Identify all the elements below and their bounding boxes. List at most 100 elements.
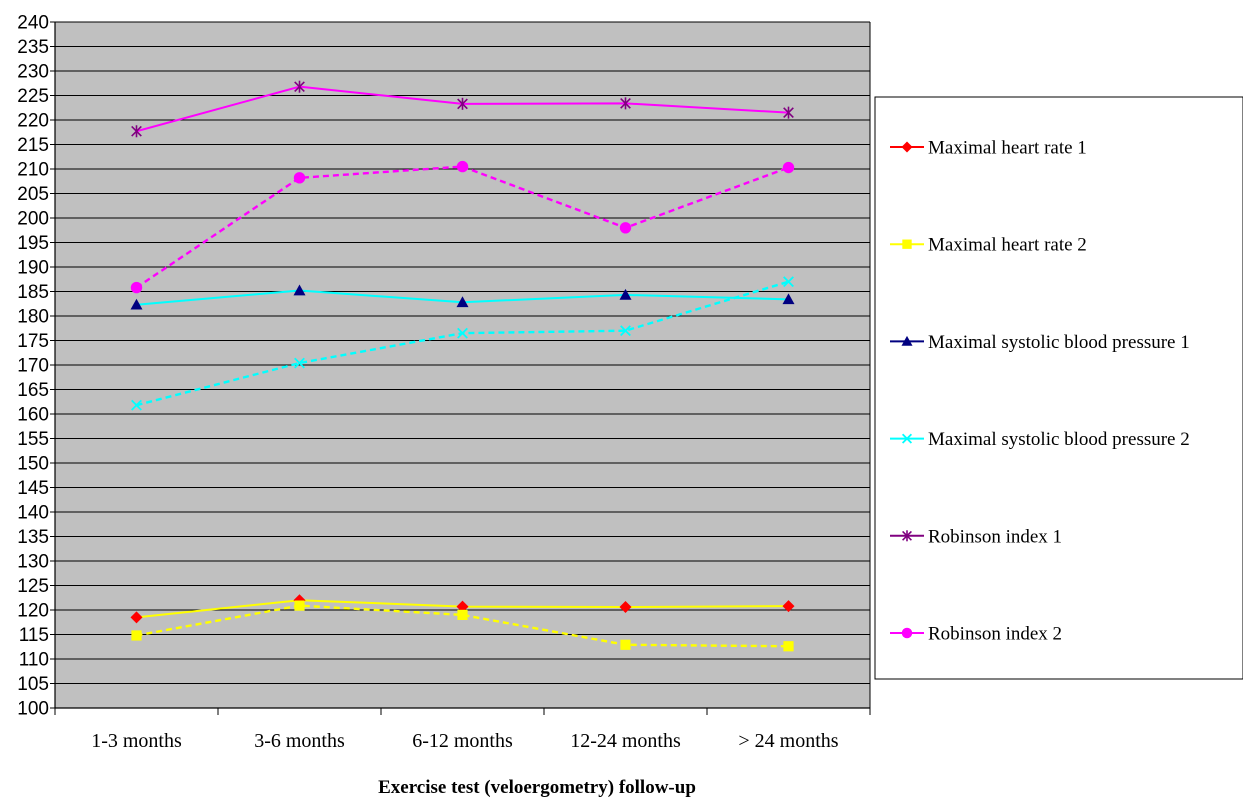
data-point-square xyxy=(620,639,631,650)
y-tick-label: 135 xyxy=(17,527,49,548)
data-point-circle xyxy=(456,160,469,173)
gridlines xyxy=(55,21,870,709)
legend: Maximal heart rate 1 Maximal heart rate 2… xyxy=(874,96,1243,680)
y-tick-label: 150 xyxy=(17,454,49,475)
y-tick-label: 175 xyxy=(17,331,49,352)
data-point-asterisk xyxy=(620,97,631,110)
data-point-x xyxy=(620,325,631,337)
series-6 xyxy=(130,160,795,294)
data-point-diamond xyxy=(456,600,469,613)
data-point-circle xyxy=(130,281,143,294)
y-tick-label: 110 xyxy=(19,650,49,671)
series-lines xyxy=(130,80,795,652)
marker-stroke xyxy=(901,433,913,444)
legend-item: Maximal systolic blood pressure 2 xyxy=(890,429,1190,450)
y-tick-label: 205 xyxy=(17,184,49,205)
y-tick-label: 190 xyxy=(17,258,49,279)
data-point-diamond xyxy=(782,600,795,613)
data-point-circle xyxy=(293,172,306,184)
legend-label: Robinson index 2 xyxy=(928,624,1062,645)
series-2 xyxy=(131,600,794,652)
data-point-x xyxy=(294,357,305,369)
data-point-x xyxy=(131,399,142,411)
y-tick-label: 140 xyxy=(17,503,49,524)
data-point-triangle xyxy=(619,288,632,300)
y-tick-label: 220 xyxy=(17,111,49,132)
y-tick-label: 210 xyxy=(17,160,49,181)
y-tick-label: 215 xyxy=(17,135,49,156)
y-tick-label: 120 xyxy=(17,601,49,622)
marker-stroke xyxy=(457,327,468,339)
data-point-diamond xyxy=(619,601,632,614)
series-4 xyxy=(131,276,794,411)
data-point-diamond xyxy=(901,141,913,153)
y-tick-label: 115 xyxy=(19,625,49,646)
data-point-triangle xyxy=(901,335,913,346)
data-point-circle xyxy=(619,222,632,234)
y-tick-label: 130 xyxy=(17,552,49,573)
series-1 xyxy=(130,594,795,624)
y-tick-label: 180 xyxy=(17,307,49,328)
legend-item: Maximal heart rate 1 xyxy=(890,138,1087,159)
marker-stroke xyxy=(783,276,794,288)
data-point-diamond xyxy=(130,611,143,624)
y-tick-label: 185 xyxy=(17,282,49,303)
data-point-square xyxy=(783,641,794,652)
y-tick-label: 165 xyxy=(17,380,49,401)
legend-box xyxy=(874,96,1243,680)
data-point-asterisk xyxy=(902,530,912,542)
x-tick-label: 3-6 months xyxy=(254,730,345,752)
x-tick-label: 6-12 months xyxy=(412,730,513,752)
y-tick-label: 235 xyxy=(17,37,49,58)
y-tick-label: 105 xyxy=(17,674,49,695)
data-point-asterisk xyxy=(783,106,794,119)
y-tick-label: 125 xyxy=(17,576,49,597)
data-point-circle xyxy=(901,627,913,639)
series-line xyxy=(135,165,789,289)
x-tick-label: 12-24 months xyxy=(570,730,681,752)
data-point-x xyxy=(783,276,794,288)
y-tick-label: 160 xyxy=(17,405,49,426)
y-tick-label: 170 xyxy=(17,356,49,377)
y-tick-label: 225 xyxy=(17,86,49,107)
data-point-circle xyxy=(782,161,795,174)
y-tick-label: 100 xyxy=(17,699,49,720)
x-tick-label: 1-3 months xyxy=(91,730,182,752)
series-5 xyxy=(131,80,794,138)
data-point-square xyxy=(457,609,468,620)
series-3 xyxy=(130,284,795,310)
data-point-triangle xyxy=(782,293,795,305)
data-point-square xyxy=(131,630,142,641)
marker-stroke xyxy=(620,325,631,337)
y-tick-label: 155 xyxy=(17,429,49,450)
legend-label: Robinson index 1 xyxy=(928,526,1062,547)
data-point-square xyxy=(902,239,912,249)
data-point-asterisk xyxy=(131,125,142,138)
legend-item: Robinson index 2 xyxy=(890,624,1062,645)
y-axis-ticks: 100 105 110 115 120 125 130 135 140 145 150 155 160 1… xyxy=(17,13,55,720)
data-point-x xyxy=(457,327,468,339)
marker-stroke xyxy=(294,357,305,369)
data-point-asterisk xyxy=(457,97,468,110)
y-tick-label: 230 xyxy=(17,62,49,83)
data-point-triangle xyxy=(293,284,306,296)
data-point-square xyxy=(294,600,305,611)
legend-label: Maximal heart rate 2 xyxy=(928,235,1087,256)
legend-label: Maximal systolic blood pressure 2 xyxy=(928,429,1190,450)
x-axis-label: Exercise test (veloergometry) follow-up xyxy=(378,777,696,798)
marker-stroke xyxy=(131,399,142,411)
data-point-triangle xyxy=(456,296,469,308)
x-tick-label: > 24 months xyxy=(738,730,838,752)
legend-item: Maximal systolic blood pressure 1 xyxy=(890,332,1190,353)
legend-label: Maximal systolic blood pressure 1 xyxy=(928,332,1190,353)
data-point-triangle xyxy=(130,298,143,310)
data-point-x xyxy=(901,433,913,444)
series-line xyxy=(136,604,789,648)
y-tick-label: 200 xyxy=(17,209,49,230)
legend-item: Maximal heart rate 2 xyxy=(890,235,1087,256)
legend-item: Robinson index 1 xyxy=(890,526,1062,547)
y-tick-label: 145 xyxy=(17,478,49,499)
data-point-asterisk xyxy=(294,80,305,93)
